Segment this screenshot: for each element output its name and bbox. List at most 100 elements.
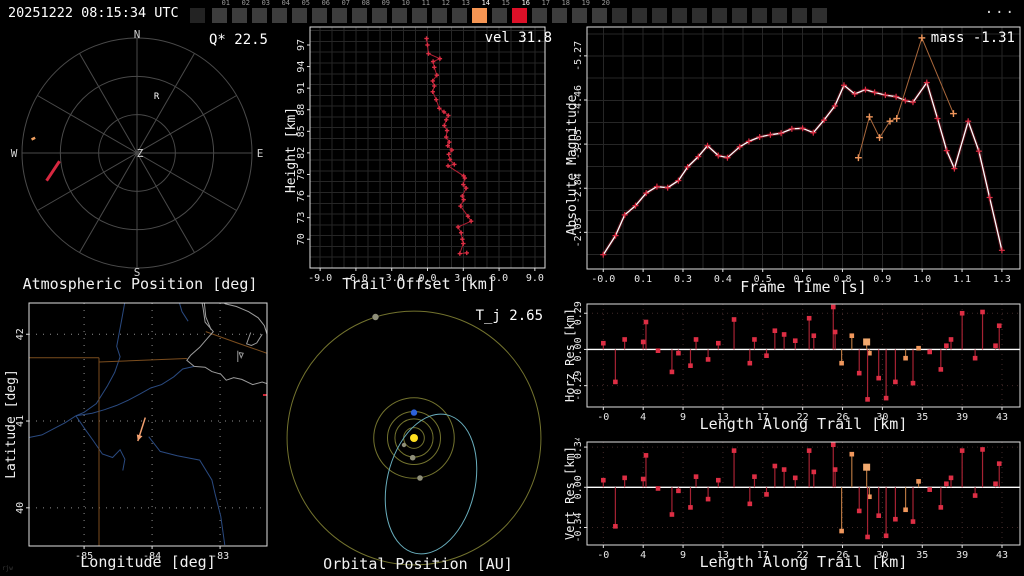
frame-thumb-04[interactable]: 04 [272, 0, 292, 24]
svg-text:97: 97 [296, 39, 307, 51]
minor-grid [310, 27, 545, 269]
svg-text:0.9: 0.9 [873, 274, 891, 285]
svg-text:S: S [134, 266, 141, 279]
light-curve-panel: -0.0 0.1 0.3 0.4 0.5 0.6 0.8 0.9 1.0 1.1 1.3 -5.27 -… [558, 24, 1024, 300]
vertical-residuals-chart: -0 4 9 13 17 22 26 30 35 39 43 0.34 0.00 -0.34 [573, 438, 1021, 561]
svg-text:9: 9 [680, 412, 686, 423]
svg-text:E: E [257, 147, 264, 160]
orbit-title: Orbital Position [AU] [323, 555, 513, 573]
frame-filmstrip: 01 02 03 04 05 06 07 08 09 10 11 12 13 14 15 16 17 18 19 20 [190, 0, 850, 24]
trajectory-arrow [136, 417, 146, 442]
svg-text:-6.0: -6.0 [344, 273, 368, 284]
svg-text:79: 79 [296, 168, 307, 180]
frame-thumb-blank-4[interactable] [672, 0, 692, 24]
axis: -9.0 -6.0 -3.0 0.0 3.0 6.0 9.0 70 73 76 79 82 85 88 91… [296, 39, 544, 284]
frame-thumb-16[interactable]: 16 [512, 0, 532, 24]
axis: -0.0 0.1 0.3 0.4 0.5 0.6 0.8 0.9 1.0 1.1 1.3 -5.27 -… [573, 41, 1011, 285]
frame-thumb-05[interactable]: 05 [292, 0, 312, 24]
state-borders-layer [29, 331, 267, 546]
frame-thumb-blank-1[interactable] [612, 0, 632, 24]
svg-text:-4.46: -4.46 [573, 85, 584, 115]
frame-thumb-09[interactable]: 09 [372, 0, 392, 24]
frame-thumb-11[interactable]: 11 [412, 0, 432, 24]
coastline-layer [186, 303, 267, 386]
svg-text:1.3: 1.3 [993, 274, 1011, 285]
frame-thumb-blank-11[interactable] [812, 0, 832, 24]
latitude-ylabel: Latitude [deg] [4, 369, 19, 479]
frame-thumb-blank-2[interactable] [632, 0, 652, 24]
trail-offset-series [424, 36, 474, 256]
axis: -0 4 9 13 17 22 26 30 35 39 43 0.29 0.00 -0.29 [573, 301, 1008, 423]
svg-text:22: 22 [797, 412, 809, 423]
svg-text:9: 9 [680, 550, 686, 561]
orbital-position-panel: T_j 2.65 Orbital Position [AU] [278, 300, 558, 576]
svg-text:30: 30 [876, 550, 888, 561]
svg-text:0.29: 0.29 [573, 301, 584, 325]
svg-text:42: 42 [15, 328, 26, 340]
frame-thumb-blank-10[interactable] [792, 0, 812, 24]
atmospheric-title: Atmospheric Position [deg] [22, 275, 258, 293]
frame-thumb-20[interactable]: 20 [592, 0, 612, 24]
frame-thumb-blank-6[interactable] [712, 0, 732, 24]
svg-text:13: 13 [717, 412, 729, 423]
svg-text:85: 85 [296, 125, 307, 137]
residual-stems [601, 442, 1002, 540]
svg-text:0.5: 0.5 [754, 274, 772, 285]
frame-thumb-blank-3[interactable] [652, 0, 672, 24]
frame-thumb-blank-5[interactable] [692, 0, 712, 24]
tisserand-label: T_j 2.65 [475, 308, 543, 324]
svg-text:70: 70 [296, 233, 307, 245]
overflow-menu-button[interactable]: ... [984, 1, 1016, 17]
svg-text:26: 26 [837, 412, 849, 423]
timestamp: 20251222 08:15:34 UTC [8, 5, 179, 21]
frame-thumb-03[interactable]: 03 [252, 0, 272, 24]
map-grid [29, 303, 267, 546]
frame-thumb-14[interactable]: 14 [472, 0, 492, 24]
svg-text:-2.03: -2.03 [573, 217, 584, 247]
orbital-position-chart [286, 310, 542, 566]
frame-thumb-blank-8[interactable] [752, 0, 772, 24]
frame-thumb-blank-7[interactable] [732, 0, 752, 24]
frame-thumb-17[interactable]: 17 [532, 0, 552, 24]
svg-text:88: 88 [296, 104, 307, 116]
svg-text:-0.0: -0.0 [591, 274, 615, 285]
svg-text:-85: -85 [75, 551, 93, 562]
svg-text:4: 4 [640, 550, 646, 561]
meteoroid-orbit-ellipse [384, 413, 478, 555]
svg-text:-3.0: -3.0 [380, 273, 404, 284]
sun-dot [410, 434, 418, 442]
svg-text:0.00: 0.00 [573, 475, 584, 499]
svg-text:41: 41 [15, 415, 26, 427]
frame-thumb-02[interactable]: 02 [232, 0, 252, 24]
watermark: rjw [2, 565, 13, 572]
svg-text:6.0: 6.0 [490, 273, 508, 284]
frame-thumb-06[interactable]: 06 [312, 0, 332, 24]
svg-text:-2.84: -2.84 [573, 173, 584, 203]
frame-thumb-15[interactable]: 15 [492, 0, 512, 24]
mercury-dot [401, 442, 407, 448]
horz-res-ylabel: Horz Res [km] [563, 308, 577, 402]
plot-frame [586, 26, 1021, 270]
svg-text:73: 73 [296, 212, 307, 224]
status-bar: 20251222 08:15:34 UTC 01 02 03 04 05 06 07 08 09… [0, 0, 1024, 24]
frame-thumb-blank-9[interactable] [772, 0, 792, 24]
frame-thumb-13[interactable]: 13 [452, 0, 472, 24]
frame-thumb-08[interactable]: 08 [352, 0, 372, 24]
horizontal-residuals-panel: -0 4 9 13 17 22 26 30 35 39 43 0.29 0.00 -0.29 Horz R… [558, 300, 1024, 438]
plot-frame [309, 26, 546, 269]
svg-text:-9.0: -9.0 [308, 273, 332, 284]
trail-ylabel: Height [km] [284, 106, 299, 194]
svg-text:0.8: 0.8 [833, 274, 851, 285]
frame-thumb-10[interactable]: 10 [392, 0, 412, 24]
svg-text:35: 35 [916, 412, 928, 423]
frame-thumb-01[interactable]: 01 [212, 0, 232, 24]
svg-text:-84: -84 [143, 551, 161, 562]
frame-thumb-18[interactable]: 18 [552, 0, 572, 24]
frame-thumb-07[interactable]: 07 [332, 0, 352, 24]
svg-text:0.0: 0.0 [418, 273, 436, 284]
frame-thumb-19[interactable]: 19 [572, 0, 592, 24]
axis: -0 4 9 13 17 22 26 30 35 39 43 0.34 0.00 -0.34 [573, 438, 1008, 561]
frame-thumb-blank-lead[interactable] [190, 0, 210, 24]
frame-thumb-12[interactable]: 12 [432, 0, 452, 24]
svg-text:30: 30 [876, 412, 888, 423]
